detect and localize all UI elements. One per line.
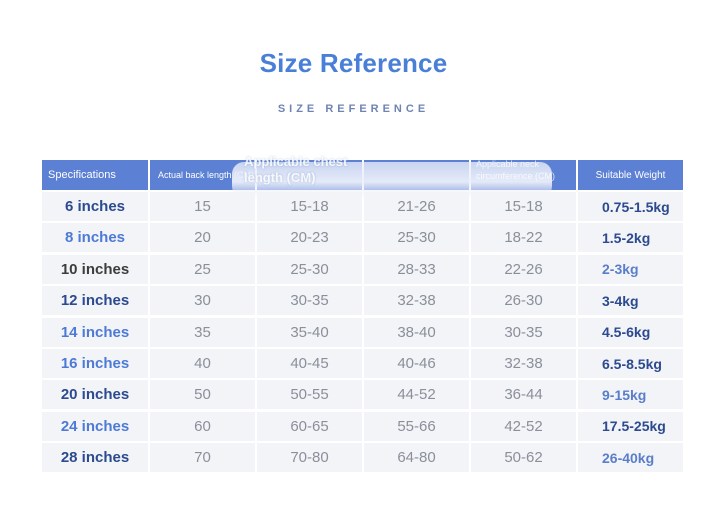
cell-c3: 21-26 — [364, 192, 469, 221]
cell-spec: 28 inches — [42, 443, 148, 473]
cell-weight: 0.75-1.5kg — [578, 192, 683, 221]
cell-chest: 35-40 — [257, 317, 362, 347]
table-row: 28 inches 70 70-80 64-80 50-62 26-40kg — [42, 443, 683, 474]
cell-spec: 6 inches — [42, 192, 148, 221]
cell-chest: 25-30 — [257, 254, 362, 284]
cell-spec: 20 inches — [42, 380, 148, 410]
cell-c3: 25-30 — [364, 223, 469, 253]
cell-back: 15 — [150, 192, 255, 221]
cell-back: 20 — [150, 223, 255, 253]
cell-neck: 36-44 — [471, 380, 576, 410]
table-row: 14 inches 35 35-40 38-40 30-35 4.5-6kg — [42, 317, 683, 349]
header-divider — [148, 160, 150, 190]
header-weight: Suitable Weight — [595, 169, 666, 181]
size-table: Specifications Actual back length (CM) S… — [42, 154, 683, 474]
cell-chest: 40-45 — [257, 349, 362, 378]
cell-c3: 40-46 — [364, 349, 469, 378]
cell-c3: 38-40 — [364, 317, 469, 347]
cell-neck: 42-52 — [471, 411, 576, 441]
page-title: Size Reference — [259, 48, 448, 78]
cell-neck: 18-22 — [471, 223, 576, 253]
cell-spec: 12 inches — [42, 286, 148, 316]
header-back-length: Actual back length (CM) — [158, 170, 255, 180]
cell-neck: 15-18 — [471, 192, 576, 221]
cell-chest: 20-23 — [257, 223, 362, 253]
cell-c3: 32-38 — [364, 286, 469, 316]
cell-neck: 26-30 — [471, 286, 576, 316]
header-divider — [576, 160, 578, 190]
cell-weight: 26-40kg — [578, 443, 683, 473]
header-neck-circumference: Applicable neck circumference (CM) — [476, 159, 556, 181]
cell-chest: 30-35 — [257, 286, 362, 316]
cell-spec: 24 inches — [42, 411, 148, 441]
cell-back: 40 — [150, 349, 255, 378]
cell-neck: 22-26 — [471, 254, 576, 284]
cell-back: 70 — [150, 443, 255, 473]
cell-back: 50 — [150, 380, 255, 410]
cell-c3: 28-33 — [364, 254, 469, 284]
cell-back: 25 — [150, 254, 255, 284]
cell-chest: 70-80 — [257, 443, 362, 473]
cell-weight: 4.5-6kg — [578, 317, 683, 347]
cell-weight: 6.5-8.5kg — [578, 349, 683, 378]
cell-spec: 10 inches — [42, 254, 148, 284]
cell-weight: 1.5-2kg — [578, 223, 683, 253]
cell-back: 35 — [150, 317, 255, 347]
cell-spec: 14 inches — [42, 317, 148, 347]
cell-weight: 17.5-25kg — [578, 411, 683, 441]
cell-neck: 32-38 — [471, 349, 576, 378]
table-row: 8 inches 20 20-23 25-30 18-22 1.5-2kg — [42, 223, 683, 254]
cell-chest: 60-65 — [257, 411, 362, 441]
table-row: 20 inches 50 50-55 44-52 36-44 9-15kg — [42, 380, 683, 411]
cell-weight: 3-4kg — [578, 286, 683, 316]
cell-chest: 50-55 — [257, 380, 362, 410]
cell-back: 60 — [150, 411, 255, 441]
cell-c3: 55-66 — [364, 411, 469, 441]
table-row: 24 inches 60 60-65 55-66 42-52 17.5-25kg — [42, 411, 683, 443]
cell-chest: 15-18 — [257, 192, 362, 221]
cell-spec: 8 inches — [42, 223, 148, 253]
table-row: 6 inches 15 15-18 21-26 15-18 0.75-1.5kg — [42, 192, 683, 223]
cell-spec: 16 inches — [42, 349, 148, 378]
header-specifications: Specifications — [48, 169, 116, 181]
cell-neck: 50-62 — [471, 443, 576, 473]
header-chest-length: Applicable chest length (CM) — [244, 154, 348, 185]
cell-weight: 2-3kg — [578, 254, 683, 284]
cell-neck: 30-35 — [471, 317, 576, 347]
page-subtitle: SIZE REFERENCE — [277, 103, 430, 115]
cell-c3: 64-80 — [364, 443, 469, 473]
table-row: 10 inches 25 25-30 28-33 22-26 2-3kg — [42, 254, 683, 286]
cell-weight: 9-15kg — [578, 380, 683, 410]
table-row: 12 inches 30 30-35 32-38 26-30 3-4kg — [42, 286, 683, 317]
cell-back: 30 — [150, 286, 255, 316]
table-row: 16 inches 40 40-45 40-46 32-38 6.5-8.5kg — [42, 349, 683, 380]
cell-c3: 44-52 — [364, 380, 469, 410]
